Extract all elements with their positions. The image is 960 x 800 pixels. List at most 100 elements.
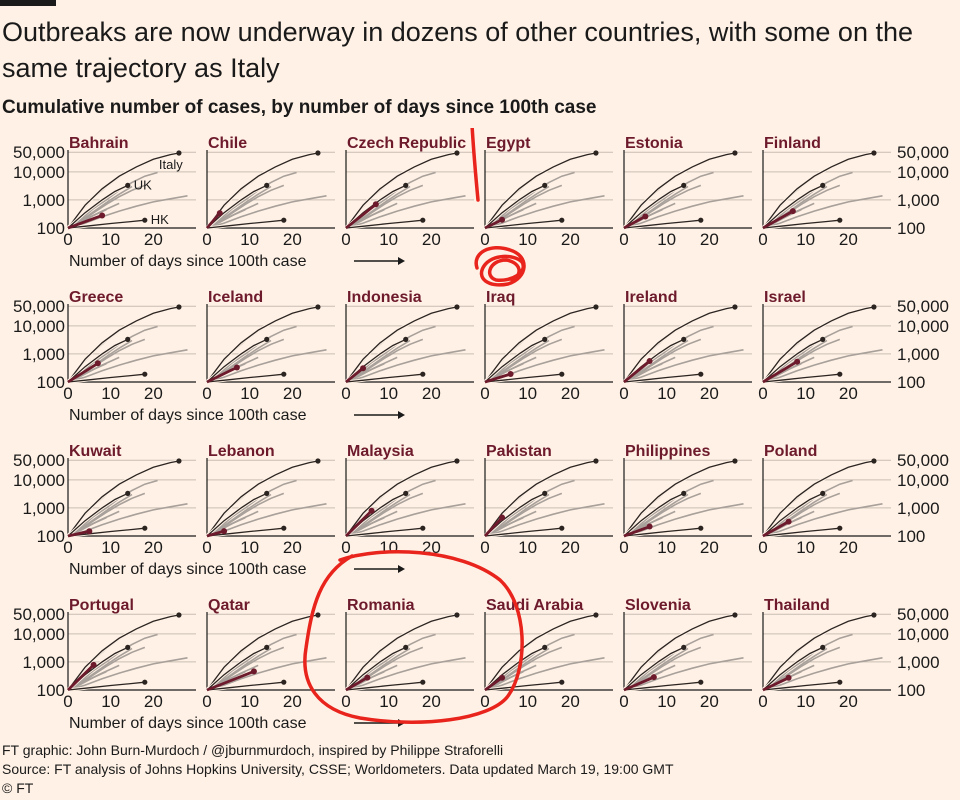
country-end-dot (250, 668, 257, 675)
reference-line-italy (623, 614, 736, 691)
country-end-dot (86, 528, 93, 535)
x-tick-label: 10 (796, 538, 815, 557)
y-tick-label: 50,000 (897, 297, 949, 316)
reference-line-hk (67, 219, 145, 229)
context-line (345, 195, 466, 229)
reference-line-italy (206, 152, 319, 229)
x-tick-label: 10 (518, 692, 537, 711)
chart-subtitle: Cumulative number of cases, by number of… (2, 97, 597, 118)
x-tick-label: 0 (619, 230, 628, 249)
reference-end-dot (403, 182, 409, 188)
x-tick-label: 10 (657, 538, 676, 557)
x-tick-label: 20 (144, 230, 163, 249)
context-line (762, 479, 853, 537)
context-line (484, 503, 605, 537)
reference-end-dot (454, 304, 460, 310)
panel-estonia: Estonia 0 10 20 (619, 135, 752, 249)
country-label: Ireland (625, 289, 677, 306)
country-label: Israel (764, 289, 806, 306)
context-line (623, 349, 744, 383)
y-tick-label: 10,000 (897, 471, 949, 490)
country-end-dot (642, 213, 649, 220)
reference-end-dot (542, 336, 548, 342)
x-axis-title: Number of days since 100th case (69, 253, 307, 270)
reference-end-dot (420, 217, 426, 223)
x-tick-label: 10 (101, 384, 120, 403)
x-tick-label: 10 (101, 230, 120, 249)
x-tick-label: 0 (619, 384, 628, 403)
x-tick-label: 10 (657, 692, 676, 711)
country-label: Estonia (625, 135, 683, 152)
country-label: Finland (764, 135, 821, 152)
panel-lebanon: Lebanon 0 10 20 (202, 443, 335, 557)
x-tick-label: 20 (839, 384, 858, 403)
country-label: Iceland (208, 289, 263, 306)
country-line (623, 675, 655, 692)
context-line (762, 633, 853, 691)
context-line (206, 479, 297, 537)
context-line (345, 633, 436, 691)
reference-line-uk (345, 646, 406, 691)
reference-line-italy (623, 152, 736, 229)
reference-end-dot (837, 525, 843, 531)
country-line (345, 509, 373, 537)
context-line (623, 195, 744, 229)
series-label-uk: UK (134, 177, 152, 192)
context-line (206, 349, 327, 383)
reference-end-dot (125, 644, 131, 650)
reference-line-italy (484, 614, 597, 691)
y-tick-label: 50,000 (897, 143, 949, 162)
panel-czech-republic: Czech Republic 0 10 20 (341, 135, 474, 249)
reference-line-hk (484, 373, 562, 383)
x-tick-label: 10 (518, 384, 537, 403)
x-tick-label: 10 (657, 230, 676, 249)
x-tick-label: 20 (700, 692, 719, 711)
reference-line-hk (484, 219, 562, 229)
x-tick-label: 0 (63, 230, 72, 249)
country-line (484, 218, 503, 230)
reference-end-dot (732, 304, 738, 310)
reference-line-uk (206, 646, 267, 691)
reference-end-dot (281, 525, 287, 531)
context-line (623, 171, 714, 229)
x-tick-label: 10 (379, 384, 398, 403)
panel-pakistan: Pakistan 0 10 20 (480, 443, 613, 557)
context-line (345, 362, 385, 383)
country-end-dot (646, 523, 653, 530)
context-line (623, 325, 714, 383)
reference-line-italy (762, 614, 875, 691)
reference-end-dot (732, 612, 738, 618)
reference-end-dot (403, 336, 409, 342)
reference-line-hk (762, 373, 840, 383)
panel-slovenia: Slovenia 0 10 20 (619, 597, 752, 711)
context-line (345, 208, 385, 229)
reference-end-dot (542, 644, 548, 650)
country-end-dot (650, 674, 657, 681)
reference-end-dot (125, 336, 131, 342)
reference-line-hk (345, 681, 423, 691)
x-tick-label: 10 (379, 230, 398, 249)
reference-end-dot (420, 525, 426, 531)
x-tick-label: 20 (283, 230, 302, 249)
reference-end-dot (142, 217, 148, 223)
reference-end-dot (176, 612, 182, 618)
scribble-annotation (474, 246, 526, 287)
y-tick-label: 100 (897, 527, 925, 546)
reference-end-dot (732, 458, 738, 464)
y-tick-label: 10,000 (13, 625, 65, 644)
series-label-hk: HK (151, 212, 169, 227)
x-tick-label: 10 (379, 538, 398, 557)
panel-philippines: Philippines 0 10 20 (619, 443, 752, 557)
y-tick-label: 50,000 (13, 297, 65, 316)
y-tick-label: 1,000 (22, 653, 65, 672)
context-line (345, 349, 466, 383)
y-tick-label: 100 (897, 681, 925, 700)
country-line (67, 663, 95, 691)
x-tick-label: 20 (700, 230, 719, 249)
reference-end-dot (871, 612, 877, 618)
x-tick-label: 0 (341, 384, 350, 403)
x-axis-arrowhead (398, 565, 405, 573)
